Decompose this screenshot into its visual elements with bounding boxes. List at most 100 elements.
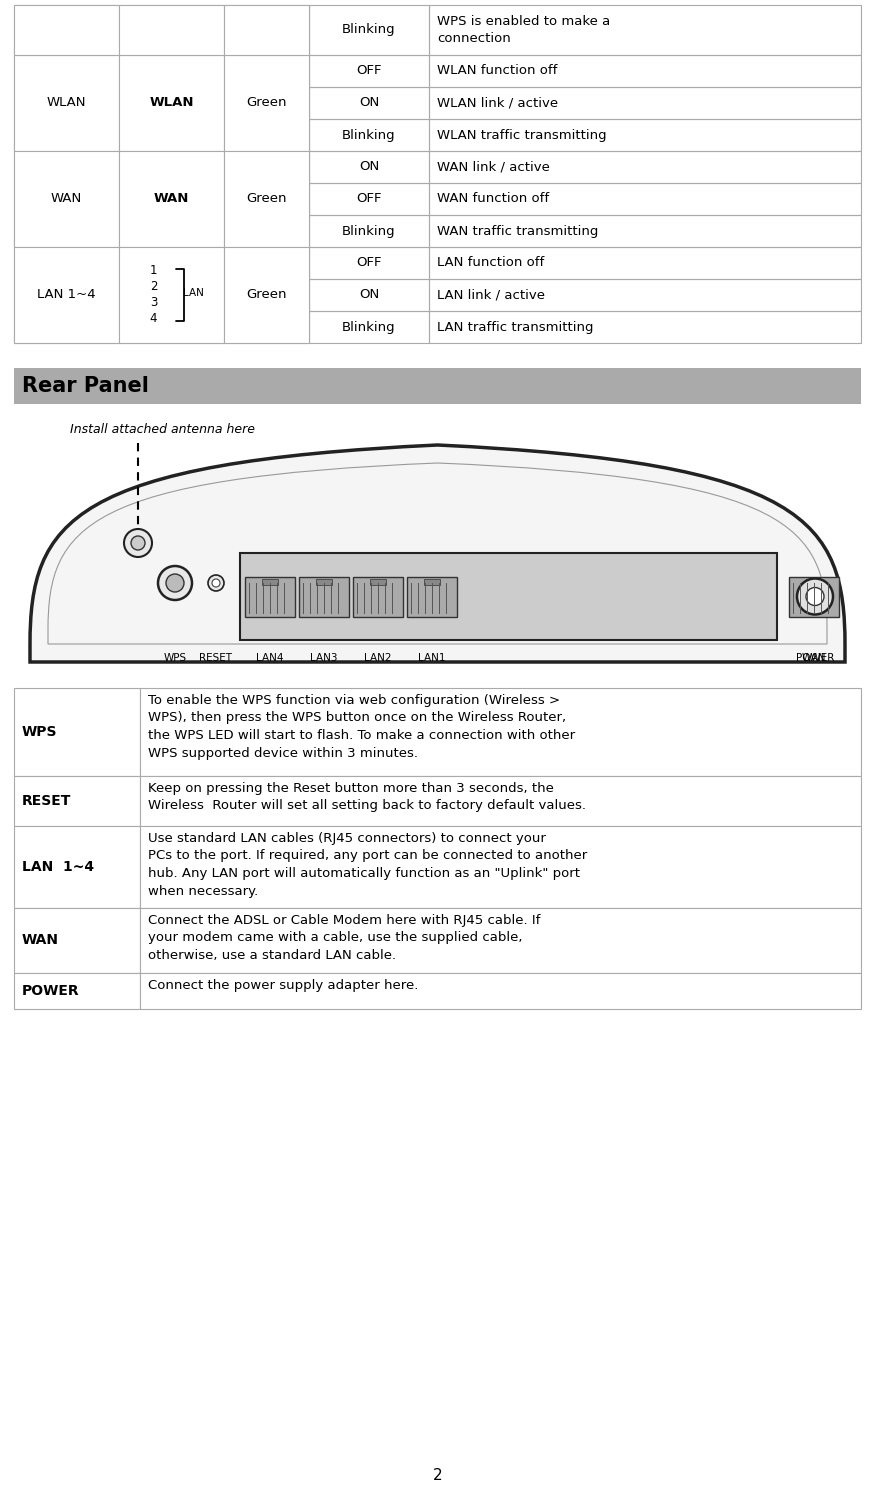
Bar <box>262 579 278 585</box>
Bar <box>14 688 140 776</box>
Bar <box>14 280 119 311</box>
Circle shape <box>806 588 824 605</box>
Bar <box>14 368 861 404</box>
Bar <box>224 247 309 280</box>
Text: WLAN: WLAN <box>150 97 193 109</box>
Bar <box>240 553 777 640</box>
Bar <box>119 311 224 342</box>
Text: LAN link / active: LAN link / active <box>437 289 545 302</box>
Bar <box>14 247 119 342</box>
Text: WAN: WAN <box>22 933 59 948</box>
Text: WAN traffic transmitting: WAN traffic transmitting <box>437 224 598 238</box>
Text: OFF: OFF <box>356 257 382 269</box>
Bar <box>224 247 309 342</box>
Text: Green: Green <box>246 97 287 109</box>
Text: OFF: OFF <box>356 193 382 205</box>
Bar <box>429 87 861 120</box>
Bar <box>309 4 429 55</box>
Bar <box>224 151 309 247</box>
Text: RESET: RESET <box>22 794 72 807</box>
Text: WAN: WAN <box>802 653 826 662</box>
Bar <box>140 827 861 907</box>
Text: WPS: WPS <box>22 725 58 739</box>
Bar <box>119 4 224 55</box>
Text: ON: ON <box>359 160 379 173</box>
Text: ON: ON <box>359 97 379 109</box>
Text: WAN: WAN <box>154 193 189 205</box>
Text: Use standard LAN cables (RJ45 connectors) to connect your
PCs to the port. If re: Use standard LAN cables (RJ45 connectors… <box>148 833 587 897</box>
Bar <box>299 577 349 616</box>
Bar <box>14 776 140 827</box>
Circle shape <box>166 574 184 592</box>
Bar <box>429 311 861 342</box>
Text: 1: 1 <box>150 265 157 278</box>
Text: Blinking: Blinking <box>342 129 396 142</box>
Bar <box>14 87 119 120</box>
Bar <box>429 247 861 280</box>
Circle shape <box>797 579 833 614</box>
Text: WAN link / active: WAN link / active <box>437 160 550 173</box>
Text: LAN: LAN <box>183 289 204 298</box>
Text: POWER: POWER <box>22 984 80 999</box>
Circle shape <box>124 529 152 558</box>
Bar <box>224 120 309 151</box>
Bar <box>309 151 429 182</box>
Bar <box>14 247 119 280</box>
Bar <box>429 55 861 87</box>
Text: RESET: RESET <box>200 653 233 662</box>
Bar <box>429 120 861 151</box>
Text: WLAN: WLAN <box>46 97 87 109</box>
Bar <box>14 973 140 1009</box>
Text: LAN1: LAN1 <box>418 653 445 662</box>
Bar <box>140 973 861 1009</box>
Bar <box>14 120 119 151</box>
Bar <box>245 577 295 616</box>
Text: WPS: WPS <box>164 653 186 662</box>
Text: WAN function off: WAN function off <box>437 193 550 205</box>
Bar <box>14 215 119 247</box>
Text: 2: 2 <box>150 281 157 293</box>
Bar <box>224 215 309 247</box>
Text: To enable the WPS function via web configuration (Wireless >
WPS), then press th: To enable the WPS function via web confi… <box>148 694 575 759</box>
Bar <box>119 55 224 151</box>
Bar <box>370 579 386 585</box>
Text: Connect the ADSL or Cable Modem here with RJ45 cable. If
your modem came with a : Connect the ADSL or Cable Modem here wit… <box>148 913 541 961</box>
Circle shape <box>208 576 224 591</box>
Bar <box>424 579 440 585</box>
Text: 2: 2 <box>433 1468 443 1483</box>
Circle shape <box>212 579 220 588</box>
Bar <box>14 55 119 151</box>
Bar <box>429 182 861 215</box>
Bar <box>309 182 429 215</box>
Text: Rear Panel: Rear Panel <box>22 377 149 396</box>
Text: WAN: WAN <box>51 193 82 205</box>
Text: WLAN traffic transmitting: WLAN traffic transmitting <box>437 129 606 142</box>
Bar <box>14 151 119 182</box>
Circle shape <box>131 537 145 550</box>
Bar <box>224 55 309 87</box>
Bar <box>14 182 119 215</box>
Text: Connect the power supply adapter here.: Connect the power supply adapter here. <box>148 979 418 993</box>
Bar <box>14 4 119 55</box>
Bar <box>119 247 224 342</box>
Bar <box>14 311 119 342</box>
Text: WPS is enabled to make a
connection: WPS is enabled to make a connection <box>437 15 610 45</box>
Bar <box>119 87 224 120</box>
Bar <box>309 87 429 120</box>
Bar <box>140 688 861 776</box>
Text: 3: 3 <box>150 296 157 309</box>
Bar <box>309 311 429 342</box>
Text: LAN traffic transmitting: LAN traffic transmitting <box>437 320 593 333</box>
Text: ON: ON <box>359 289 379 302</box>
Bar <box>353 577 403 616</box>
Bar <box>224 151 309 182</box>
Bar <box>119 280 224 311</box>
Circle shape <box>158 567 192 599</box>
Text: WLAN link / active: WLAN link / active <box>437 97 558 109</box>
Text: Blinking: Blinking <box>342 224 396 238</box>
Bar <box>119 182 224 215</box>
Text: LAN 1~4: LAN 1~4 <box>37 289 96 302</box>
Bar <box>789 577 839 616</box>
Bar <box>309 55 429 87</box>
Bar <box>119 151 224 247</box>
